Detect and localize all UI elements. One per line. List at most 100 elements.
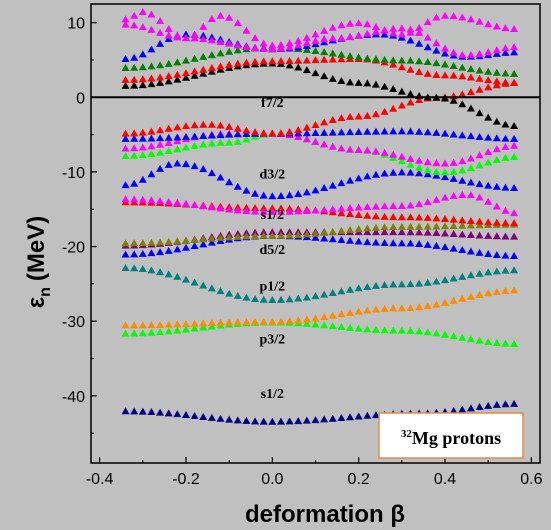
data-point [415,28,424,36]
data-point [216,131,225,139]
data-point [268,231,277,239]
data-point [397,304,406,312]
data-point [458,230,467,238]
data-point [337,50,346,58]
data-point [432,241,441,249]
series-4 [121,263,519,304]
data-point [156,320,165,328]
data-point [173,159,182,167]
data-point [492,338,501,346]
data-point [328,23,337,31]
data-point [173,326,182,334]
data-point [466,191,475,199]
data-point [406,239,415,247]
data-point [484,83,493,91]
data-point [320,290,329,298]
data-point [492,81,501,89]
data-point [466,221,475,229]
data-point [259,231,268,239]
data-point [501,142,510,150]
data-point [484,67,493,75]
data-point [397,222,406,230]
data-point [181,122,190,130]
y-tick-label: 10 [67,16,85,33]
data-point [354,19,363,27]
data-point [406,201,415,209]
data-point [156,78,165,86]
data-point [432,46,441,54]
data-point [121,129,130,137]
series-layer [121,7,519,425]
data-point [441,168,450,176]
data-point [156,408,165,416]
data-point [449,296,458,304]
data-point [147,150,156,158]
data-point [475,50,484,58]
data-point [441,11,450,19]
data-point [371,228,380,236]
data-point [510,184,519,192]
data-point [294,36,303,44]
data-point [181,243,190,251]
data-point [130,239,139,247]
data-point [138,175,147,183]
data-point [458,246,467,254]
data-point [466,217,475,225]
data-point [328,414,337,422]
data-point [259,228,268,236]
data-point [225,60,234,68]
data-point [458,63,467,71]
data-point [354,203,363,211]
data-point [147,45,156,53]
data-point [199,140,208,148]
data-point [475,161,484,169]
data-point [130,151,139,159]
data-point [276,129,285,137]
data-point [121,63,130,71]
data-point [475,231,484,239]
data-point [441,60,450,68]
data-point [380,304,389,312]
data-point [466,154,475,162]
data-point [406,25,415,33]
data-point [259,129,268,137]
data-point [285,295,294,303]
y-tick-label: -20 [62,240,85,257]
data-point [121,54,130,62]
data-point [121,329,130,337]
data-point [475,269,484,277]
data-point [156,126,165,134]
data-point [294,190,303,198]
data-point [406,168,415,176]
data-point [389,56,398,64]
data-point [371,305,380,313]
data-point [475,132,484,140]
data-point [354,53,363,61]
data-point [432,39,441,47]
data-point [449,174,458,182]
y-tick-label: -30 [62,314,85,331]
data-point [484,250,493,258]
data-point [302,293,311,301]
data-point [147,80,156,88]
data-point [199,165,208,173]
data-point [458,72,467,80]
data-point [121,75,130,83]
data-point [302,319,311,327]
legend-mass-number: 32 [401,428,413,440]
data-point [423,302,432,310]
x-axis-title: deformation β [245,501,405,528]
data-point [138,239,147,247]
data-point [311,30,320,38]
data-point [164,72,173,80]
data-point [173,75,182,83]
data-point [389,60,398,68]
data-point [406,326,415,334]
data-point [225,415,234,423]
data-point [173,133,182,141]
data-point [458,90,467,98]
data-point [441,298,450,306]
data-point [190,67,199,75]
data-point [484,218,493,226]
data-point [302,416,311,424]
